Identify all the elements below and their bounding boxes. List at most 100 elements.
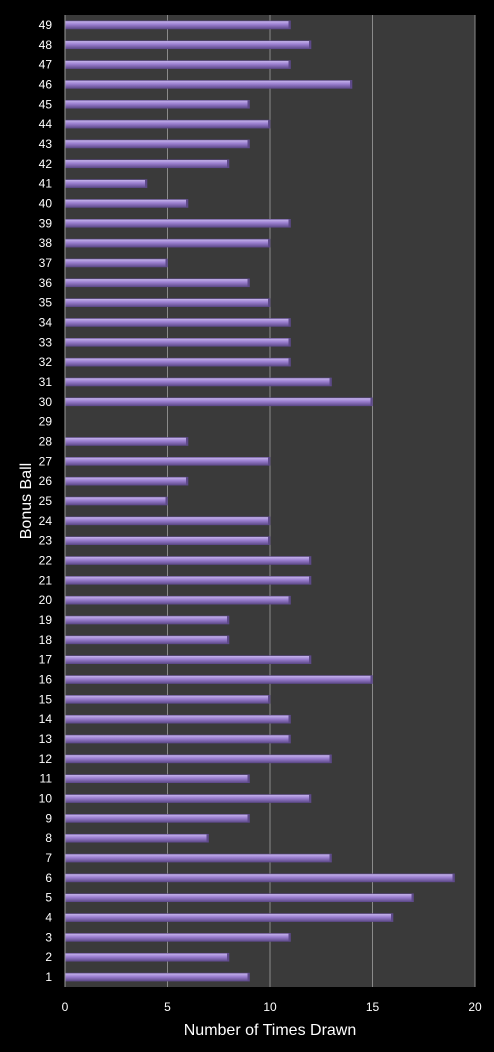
bar-end-cap	[309, 556, 311, 565]
y-tick-label: 43	[39, 137, 53, 151]
bar-end-cap	[247, 973, 250, 982]
bar	[64, 536, 271, 545]
bar	[64, 179, 148, 188]
bar	[64, 972, 250, 982]
bar	[64, 754, 332, 764]
bar-end-cap	[206, 834, 209, 843]
bar	[64, 516, 271, 526]
bar	[64, 159, 230, 169]
bar-end-cap	[247, 814, 250, 823]
bar	[64, 576, 312, 585]
y-tick-label: 7	[45, 851, 52, 865]
bar	[64, 199, 189, 208]
bar	[64, 357, 291, 367]
y-tick-label: 46	[39, 77, 53, 91]
y-axis-title: Bonus Ball	[18, 463, 35, 540]
y-tick-label: 11	[40, 772, 53, 786]
y-tick-label: 33	[39, 335, 53, 349]
bar-end-cap	[186, 437, 188, 446]
bar-end-cap	[288, 318, 291, 327]
bar	[64, 139, 250, 149]
bar	[64, 734, 291, 744]
bar	[64, 318, 291, 327]
bar	[64, 794, 312, 803]
y-tick-label: 5	[45, 891, 52, 905]
y-tick-label: 12	[39, 752, 53, 766]
y-tick-label: 25	[39, 494, 53, 508]
x-tick-labels: 0 5 10 15 20	[62, 1000, 482, 1014]
bar	[64, 99, 250, 109]
bar-end-cap	[309, 576, 311, 585]
bar-end-cap	[268, 695, 270, 704]
bar-end-cap	[186, 477, 188, 486]
bar-end-cap	[268, 239, 270, 248]
y-tick-label: 36	[39, 276, 53, 290]
bar	[64, 873, 455, 883]
x-axis-title: Number of Times Drawn	[184, 1022, 357, 1039]
bar	[64, 695, 271, 704]
bar	[64, 675, 373, 684]
bar-end-cap	[370, 675, 373, 684]
bar-end-cap	[227, 159, 229, 168]
bar-end-cap	[288, 735, 291, 744]
y-tick-label: 8	[45, 831, 52, 845]
bar-end-cap	[165, 497, 168, 505]
bar-end-cap	[288, 219, 291, 228]
x-tick-label: 15	[366, 1000, 380, 1014]
y-tick-label: 26	[39, 474, 53, 488]
y-tick-label: 1	[45, 970, 52, 984]
y-tick-label: 3	[45, 930, 52, 944]
x-tick-label: 0	[62, 1000, 69, 1014]
bar-end-cap	[288, 338, 291, 347]
bar	[64, 278, 250, 288]
bar	[64, 60, 291, 69]
bar-end-cap	[247, 100, 250, 109]
y-tick-label: 13	[39, 732, 53, 746]
y-tick-label: 35	[39, 296, 53, 310]
bar-end-cap	[247, 278, 250, 287]
bar	[64, 556, 312, 565]
y-tick-label: 28	[39, 434, 53, 448]
bar-end-cap	[452, 873, 455, 882]
bar	[64, 80, 353, 89]
y-tick-label: 37	[39, 256, 53, 270]
y-tick-label: 19	[39, 613, 53, 627]
y-tick-label: 44	[39, 117, 53, 131]
bar	[64, 615, 230, 625]
bar	[64, 238, 271, 248]
bar-end-cap	[288, 933, 291, 942]
y-tick-label: 15	[39, 692, 53, 706]
bar-end-cap	[247, 139, 250, 148]
y-tick-label: 48	[39, 38, 53, 52]
y-tick-label: 9	[45, 811, 52, 825]
y-tick-label: 21	[39, 573, 53, 587]
y-tick-label: 31	[39, 375, 53, 389]
bar	[64, 933, 291, 942]
y-tick-label: 42	[39, 157, 53, 171]
bar-end-cap	[329, 377, 332, 386]
bar-end-cap	[268, 120, 270, 129]
bar-end-cap	[227, 635, 229, 644]
bar-end-cap	[145, 179, 147, 188]
bar	[64, 218, 291, 228]
y-tick-label: 29	[39, 415, 53, 429]
bar-end-cap	[350, 80, 352, 89]
bar	[64, 853, 332, 863]
y-tick-label: 18	[39, 633, 53, 647]
bar	[64, 814, 250, 823]
y-tick-label: 17	[39, 653, 53, 667]
bar-end-cap	[370, 397, 373, 406]
bar-end-cap	[309, 794, 311, 803]
bar	[64, 457, 271, 466]
bar	[64, 476, 189, 486]
bar	[64, 714, 291, 724]
bar	[64, 397, 373, 407]
bar-end-cap	[288, 715, 291, 724]
bar	[64, 338, 291, 347]
bar	[64, 655, 312, 664]
bar-end-cap	[268, 457, 270, 466]
y-tick-label: 24	[39, 514, 53, 528]
gridlines	[167, 15, 476, 987]
y-tick-label: 4	[45, 911, 52, 925]
